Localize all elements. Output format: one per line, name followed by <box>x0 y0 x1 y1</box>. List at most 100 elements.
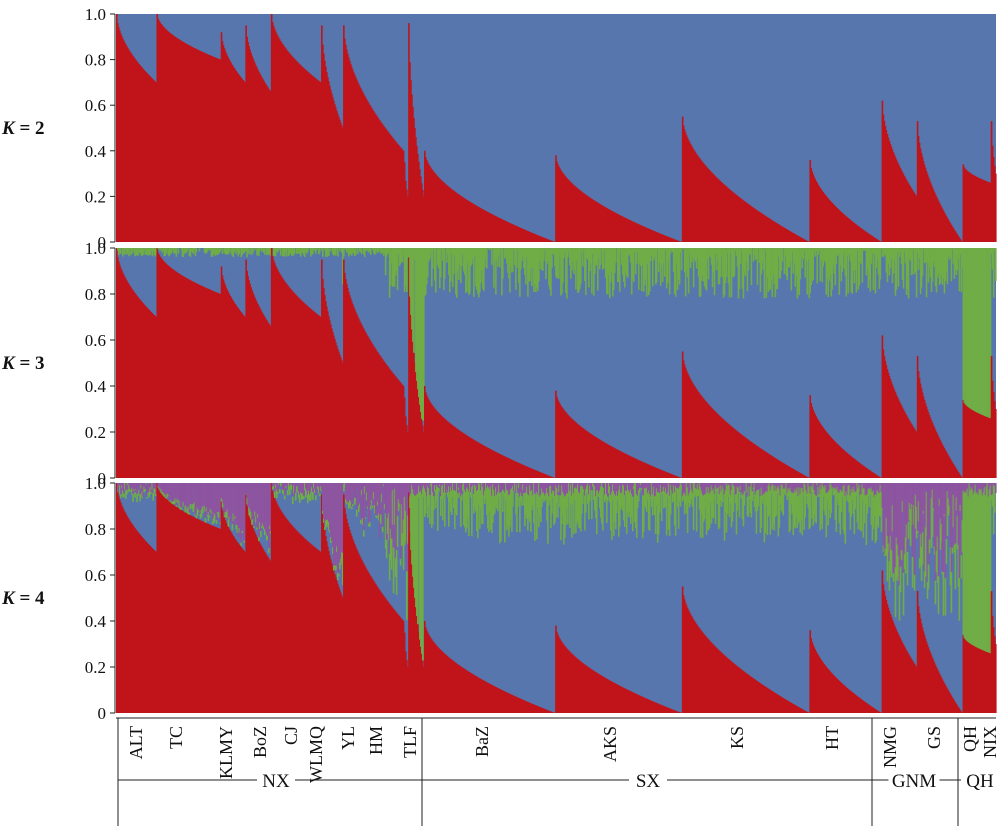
bar-purple <box>704 483 707 494</box>
bar-red <box>503 455 505 478</box>
bar-red <box>568 650 570 713</box>
bar-green <box>324 248 326 251</box>
bar-red <box>528 231 530 242</box>
bar-purple <box>690 483 693 490</box>
bar-red <box>502 455 504 478</box>
bar-red <box>865 231 868 242</box>
bar-green <box>414 495 416 598</box>
bar-red <box>896 161 899 242</box>
bar-red <box>647 464 650 478</box>
bar-green <box>408 248 410 258</box>
bar-green <box>666 248 669 284</box>
bar-red <box>394 141 397 242</box>
bar-red <box>597 673 599 713</box>
bar-green <box>287 483 290 491</box>
bar-red <box>512 460 514 478</box>
bar-red <box>837 444 840 478</box>
bar-red <box>830 201 833 242</box>
bar-green <box>580 486 582 532</box>
bar-red <box>861 699 864 713</box>
bar-red <box>400 618 403 713</box>
bar-red <box>831 673 834 713</box>
bar-green <box>692 248 695 288</box>
bar-red <box>333 100 335 242</box>
bar-green <box>469 248 471 294</box>
bar-purple <box>361 483 364 519</box>
bar-green <box>572 248 574 262</box>
bar-red <box>217 528 220 713</box>
bar-red <box>422 425 424 478</box>
bar-red <box>293 528 296 713</box>
bar-red <box>410 80 412 242</box>
bar-green <box>719 485 722 501</box>
bar-green <box>938 248 941 285</box>
bar-green <box>385 539 388 559</box>
bar-red <box>706 167 709 242</box>
bar-red <box>641 696 644 713</box>
bar-green <box>423 248 425 421</box>
bar-red <box>272 259 275 478</box>
bar-green <box>402 519 405 570</box>
bar-green <box>376 248 379 253</box>
bar-red <box>264 82 266 242</box>
bar-green <box>332 248 334 255</box>
bar-red <box>426 159 428 242</box>
bar-green <box>577 484 579 522</box>
bar-purple <box>429 483 431 495</box>
bar-red <box>213 291 216 478</box>
bar-red <box>324 294 326 478</box>
bar-red <box>518 227 520 242</box>
bar-green <box>124 483 126 490</box>
bar-red <box>946 217 949 242</box>
bar-green <box>122 490 124 497</box>
bar-red <box>188 45 191 242</box>
bar-red <box>927 176 930 242</box>
bar-red <box>217 293 220 478</box>
bar-red <box>205 523 208 713</box>
bar-red <box>402 150 405 242</box>
bar-green <box>720 491 723 507</box>
bar-green <box>869 489 872 495</box>
bar-red <box>627 219 630 242</box>
bar-green <box>593 484 595 501</box>
bar-red <box>302 302 305 478</box>
bar-purple <box>578 483 580 492</box>
bar-green <box>143 486 145 493</box>
bar-green <box>516 248 518 269</box>
bar-red <box>882 584 885 713</box>
bar-red <box>386 131 389 242</box>
bar-green <box>494 496 496 514</box>
bar-red <box>689 144 692 242</box>
bar-red <box>558 401 560 478</box>
bar-red <box>851 692 854 713</box>
bar-green <box>856 248 859 252</box>
bar-red <box>417 389 419 478</box>
bar-green <box>158 487 161 490</box>
bar-red <box>264 316 266 478</box>
bar-green <box>130 489 132 492</box>
bar-red <box>358 555 361 713</box>
bar-red <box>199 50 202 243</box>
bar-red <box>422 189 424 242</box>
bar-green <box>299 248 302 257</box>
bar-red <box>320 317 322 478</box>
bar-purple <box>779 483 782 496</box>
bar-green <box>486 248 488 269</box>
bar-red <box>123 509 125 713</box>
bar-green <box>763 494 766 543</box>
bar-red <box>949 223 952 242</box>
bar-red <box>172 504 175 713</box>
bar-red <box>416 380 418 478</box>
bar-red <box>727 188 730 242</box>
bar-red <box>445 654 447 713</box>
bar-red <box>691 382 694 478</box>
bar-red <box>142 68 144 242</box>
bar-green <box>598 493 600 498</box>
bar-purple <box>678 483 681 487</box>
bar-red <box>130 522 132 713</box>
bar-red <box>601 675 603 713</box>
bar-green <box>140 248 142 256</box>
bar-red <box>966 406 969 478</box>
bar-red <box>169 33 172 242</box>
bar-red <box>435 644 437 713</box>
